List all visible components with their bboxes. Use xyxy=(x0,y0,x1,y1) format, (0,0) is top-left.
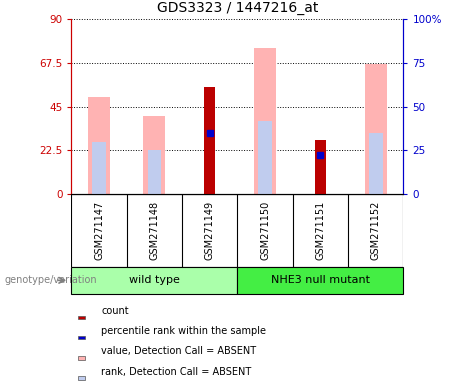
Bar xyxy=(315,139,326,194)
Text: genotype/variation: genotype/variation xyxy=(5,275,97,285)
Bar xyxy=(148,150,161,194)
Text: NHE3 null mutant: NHE3 null mutant xyxy=(271,275,370,285)
Bar xyxy=(369,133,383,194)
Text: GSM271150: GSM271150 xyxy=(260,201,270,260)
Text: GSM271148: GSM271148 xyxy=(149,201,160,260)
Text: percentile rank within the sample: percentile rank within the sample xyxy=(101,326,266,336)
Bar xyxy=(237,267,403,294)
Bar xyxy=(78,356,85,360)
Bar xyxy=(78,316,85,319)
Bar xyxy=(254,48,276,194)
Title: GDS3323 / 1447216_at: GDS3323 / 1447216_at xyxy=(157,2,318,15)
Text: GSM271151: GSM271151 xyxy=(315,201,325,260)
Text: rank, Detection Call = ABSENT: rank, Detection Call = ABSENT xyxy=(101,367,252,377)
Text: GSM271149: GSM271149 xyxy=(205,201,215,260)
Bar xyxy=(258,121,272,194)
Text: GSM271152: GSM271152 xyxy=(371,201,381,260)
Bar xyxy=(71,267,237,294)
Text: GSM271147: GSM271147 xyxy=(94,201,104,260)
Text: value, Detection Call = ABSENT: value, Detection Call = ABSENT xyxy=(101,346,256,356)
Bar xyxy=(78,336,85,339)
Bar xyxy=(365,64,387,194)
Text: wild type: wild type xyxy=(129,275,180,285)
Bar xyxy=(88,97,110,194)
Bar xyxy=(92,142,106,194)
Bar xyxy=(78,376,85,380)
Bar xyxy=(204,87,215,194)
Text: count: count xyxy=(101,306,129,316)
Bar xyxy=(143,116,165,194)
